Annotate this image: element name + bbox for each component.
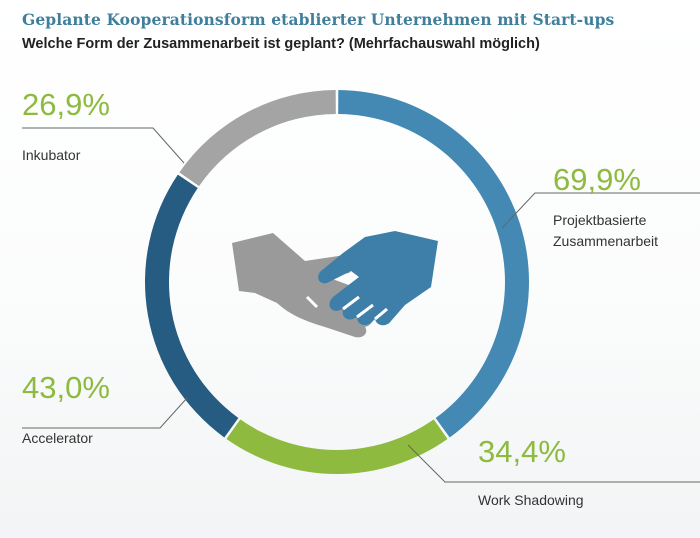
segment-labels: 69,9% Projektbasierte Zusammenarbeit 34,4% W… [22,87,658,508]
leader-lines [22,127,700,483]
donut-segments [144,90,530,474]
chart-subtitle: Welche Form der Zusammenarbeit ist gepla… [22,36,540,52]
leader-line-2 [22,397,188,429]
category-label-2-line-0: Accelerator [22,430,93,446]
donut-segment-3 [179,90,336,187]
value-label-2: 43,0% [22,370,110,405]
handshake-icon [232,231,438,338]
category-label-0-line-0: Projektbasierte [553,212,647,228]
category-label-3-line-0: Inkubator [22,147,81,163]
value-label-0: 69,9% [553,162,641,197]
donut-segment-1 [226,419,448,474]
leader-line-0 [501,192,700,229]
value-label-3: 26,9% [22,87,110,122]
category-label-0-line-1: Zusammenarbeit [553,233,658,249]
value-label-1: 34,4% [478,434,566,469]
donut-segment-0 [338,90,530,438]
category-label-1-line-0: Work Shadowing [478,492,584,508]
leader-line-1 [407,444,700,483]
donut-segment-2 [144,174,239,438]
leader-line-3 [22,127,185,164]
chart-title: Geplante Kooperationsform etablierter Un… [22,10,615,29]
